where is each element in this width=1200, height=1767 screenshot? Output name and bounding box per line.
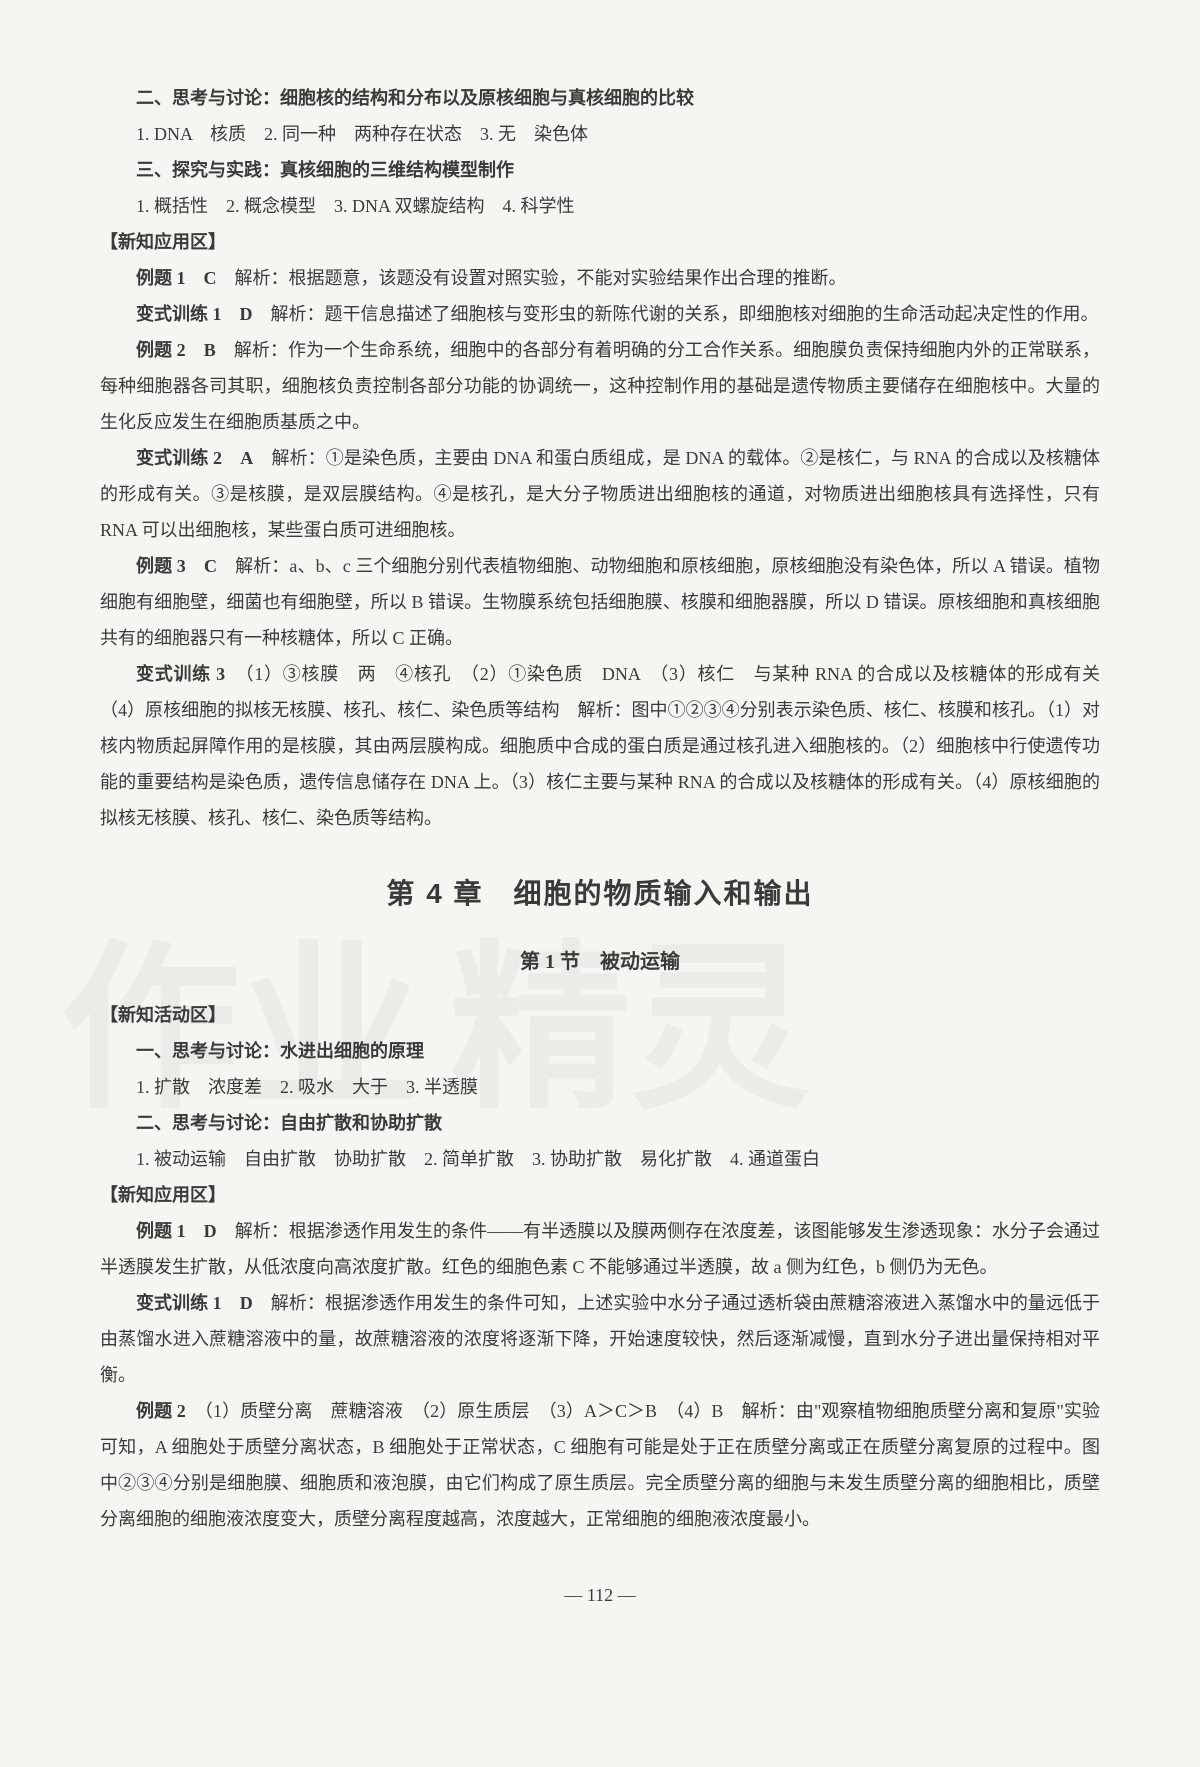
app1-var2: 变式训练 2 A 解析：①是染色质，主要由 DNA 和蛋白质组成，是 DNA 的… [100,440,1100,548]
page-number: — 112 — [100,1577,1100,1613]
app1-ex2: 例题 2 B 解析：作为一个生命系统，细胞中的各部分有着明确的分工合作关系。细胞… [100,332,1100,440]
app1-bracket: 【新知应用区】 [100,224,1100,260]
block1-heading1: 二、思考与讨论：细胞核的结构和分布以及原核细胞与真核细胞的比较 [100,80,1100,116]
act2-heading2: 二、思考与讨论：自由扩散和协助扩散 [100,1105,1100,1141]
page-content: 二、思考与讨论：细胞核的结构和分布以及原核细胞与真核细胞的比较 1. DNA 核… [100,80,1100,1613]
app1-ex1: 例题 1 C 解析：根据题意，该题没有设置对照实验，不能对实验结果作出合理的推断… [100,260,1100,296]
app1-var3-text: （1）③核膜 两 ④核孔 （2）①染色质 DNA （3）核仁 与某种 RNA 的… [100,664,1118,828]
app2-ex2-text: （1）质壁分离 蔗糖溶液 （2）原生质层 （3）A＞C＞B （4）B 解析：由"… [100,1401,1100,1529]
app2-ex2-label: 例题 2 [136,1401,186,1421]
act2-bracket: 【新知活动区】 [100,997,1100,1033]
app1-ex2-label: 例题 2 B [136,340,216,360]
app1-ex3-text: 解析：a、b、c 三个细胞分别代表植物细胞、动物细胞和原核细胞，原核细胞没有染色… [100,556,1100,648]
app2-ex2: 例题 2 （1）质壁分离 蔗糖溶液 （2）原生质层 （3）A＞C＞B （4）B … [100,1393,1100,1537]
app2-ex1: 例题 1 D 解析：根据渗透作用发生的条件——有半透膜以及膜两侧存在浓度差，该图… [100,1213,1100,1285]
app1-ex1-label: 例题 1 C [136,268,217,288]
chapter-title: 第 4 章 细胞的物质输入和输出 [100,866,1100,922]
app1-ex3-label: 例题 3 C [136,556,217,576]
act2-heading1: 一、思考与讨论：水进出细胞的原理 [100,1033,1100,1069]
app1-var1-text: 解析：题干信息描述了细胞核与变形虫的新陈代谢的关系，即细胞核对细胞的生命活动起决… [253,304,1099,324]
act2-line1: 1. 扩散 浓度差 2. 吸水 大于 3. 半透膜 [100,1069,1100,1105]
app2-bracket: 【新知应用区】 [100,1177,1100,1213]
app1-var3: 变式训练 3 （1）③核膜 两 ④核孔 （2）①染色质 DNA （3）核仁 与某… [100,656,1100,836]
block1-line2: 1. 概括性 2. 概念模型 3. DNA 双螺旋结构 4. 科学性 [100,188,1100,224]
app1-var1: 变式训练 1 D 解析：题干信息描述了细胞核与变形虫的新陈代谢的关系，即细胞核对… [100,296,1100,332]
app2-var1-label: 变式训练 1 D [136,1293,253,1313]
app1-ex2-text: 解析：作为一个生命系统，细胞中的各部分有着明确的分工合作关系。细胞膜负责保持细胞… [100,340,1100,432]
act2-line2: 1. 被动运输 自由扩散 协助扩散 2. 简单扩散 3. 协助扩散 易化扩散 4… [100,1141,1100,1177]
app2-var1: 变式训练 1 D 解析：根据渗透作用发生的条件可知，上述实验中水分子通过透析袋由… [100,1285,1100,1393]
app1-ex1-text: 解析：根据题意，该题没有设置对照实验，不能对实验结果作出合理的推断。 [217,268,847,288]
app1-var3-label: 变式训练 3 [136,664,225,684]
app2-ex1-label: 例题 1 D [136,1221,217,1241]
block1-heading2: 三、探究与实践：真核细胞的三维结构模型制作 [100,152,1100,188]
app1-var2-label: 变式训练 2 A [136,448,253,468]
app1-var1-label: 变式训练 1 D [136,304,253,324]
app1-ex3: 例题 3 C 解析：a、b、c 三个细胞分别代表植物细胞、动物细胞和原核细胞，原… [100,548,1100,656]
app2-ex1-text: 解析：根据渗透作用发生的条件——有半透膜以及膜两侧存在浓度差，该图能够发生渗透现… [100,1221,1100,1277]
block1-line1: 1. DNA 核质 2. 同一种 两种存在状态 3. 无 染色体 [100,116,1100,152]
section-title: 第 1 节 被动运输 [100,942,1100,982]
